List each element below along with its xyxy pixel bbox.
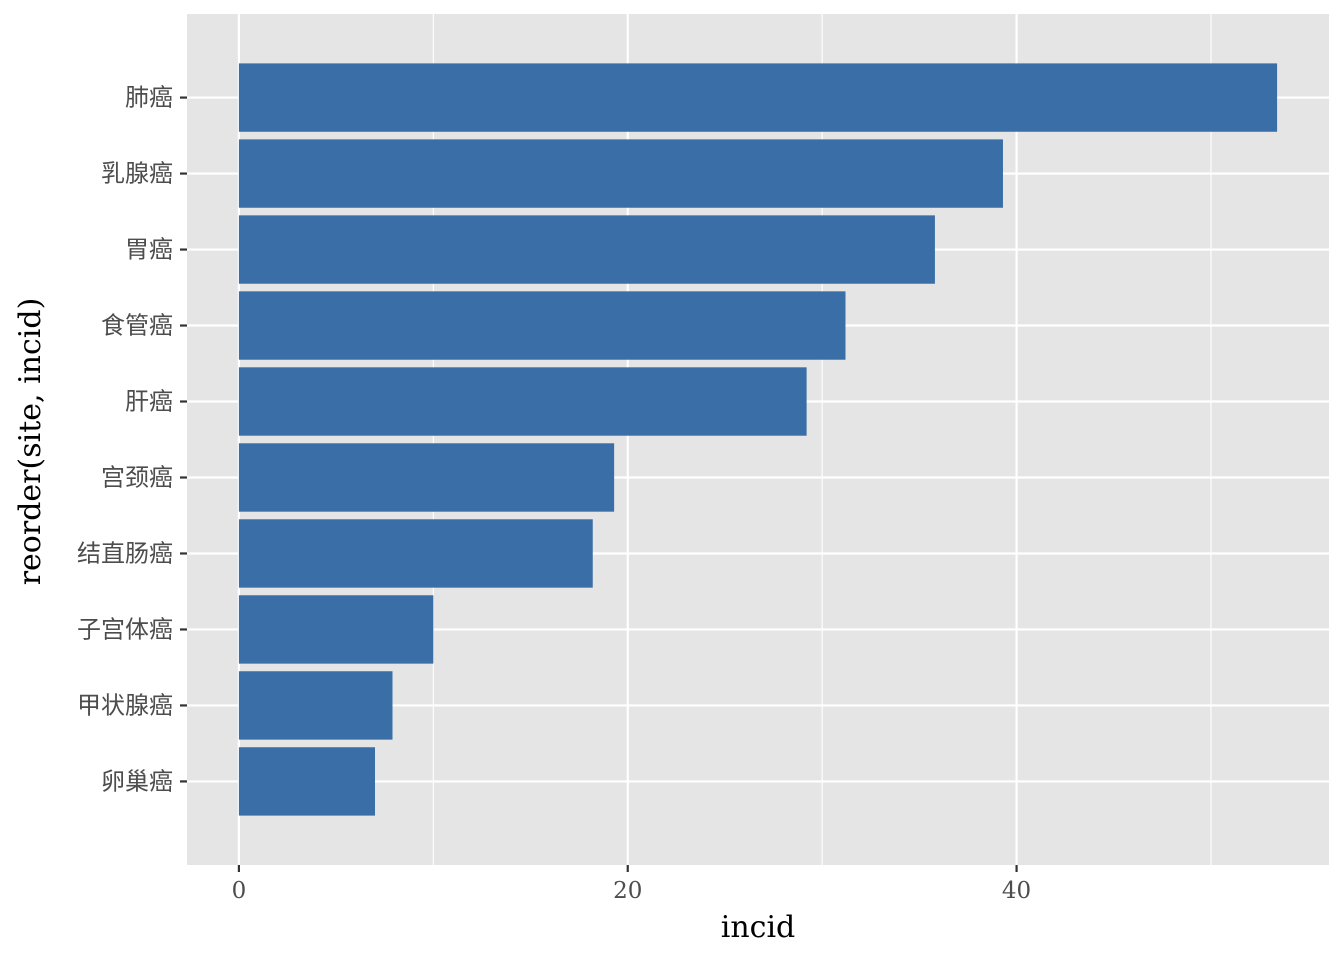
y-tick-label: 乳腺癌: [101, 160, 173, 188]
bar-3: [238, 215, 935, 284]
y-tick-label: 肺癌: [125, 84, 173, 112]
bar-2: [238, 139, 1003, 208]
x-tick-label: 20: [613, 878, 642, 904]
y-tick-label: 宫颈癌: [101, 463, 173, 491]
y-tick-label: 胃癌: [125, 236, 173, 264]
x-tick-label: 0: [232, 878, 247, 904]
y-axis-title: reorder(site, incid): [13, 298, 48, 586]
bar-9: [238, 671, 393, 740]
x-tick-label: 40: [1002, 878, 1031, 904]
y-tick-label: 子宫体癌: [77, 615, 173, 643]
bar-10: [238, 747, 376, 816]
bars: [238, 63, 1278, 816]
bar-6: [238, 443, 615, 512]
bar-5: [238, 367, 807, 436]
y-tick-label: 甲状腺癌: [77, 691, 173, 719]
bar-8: [238, 595, 434, 664]
bar-1: [238, 63, 1278, 132]
y-tick-label: 结直肠癌: [77, 539, 173, 567]
y-tick-label: 食管癌: [101, 312, 173, 340]
bar-7: [238, 519, 593, 588]
x-axis-title: incid: [721, 910, 796, 945]
y-tick-label: 卵巢癌: [101, 767, 173, 795]
bar-4: [238, 291, 846, 360]
x-axis: 0 20 40: [232, 865, 1031, 904]
y-tick-label: 肝癌: [125, 388, 173, 416]
